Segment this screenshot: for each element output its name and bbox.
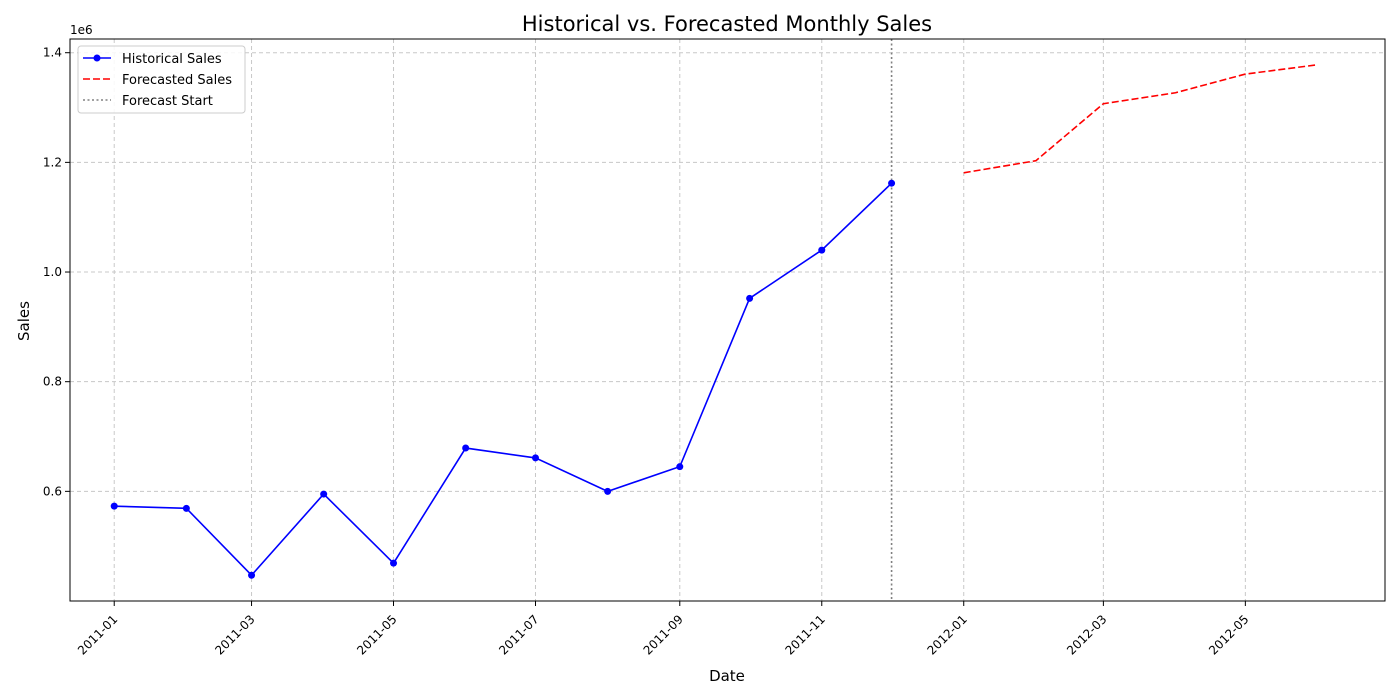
- historical-sales-point: [248, 571, 256, 579]
- x-tick-label: 2011-07: [496, 612, 541, 657]
- historical-sales-point: [390, 559, 398, 567]
- historical-sales-point: [888, 179, 896, 187]
- x-tick-label: 2011-09: [641, 612, 686, 657]
- y-offset-label: 1e6: [70, 23, 93, 37]
- x-tick-label: 2011-11: [783, 612, 828, 657]
- grid: [70, 39, 1385, 601]
- x-tick-label: 2011-01: [75, 612, 120, 657]
- x-axis-title: Date: [709, 667, 745, 685]
- chart-title: Historical vs. Forecasted Monthly Sales: [522, 12, 932, 36]
- x-tick-label: 2011-03: [212, 612, 257, 657]
- historical-sales-point: [818, 246, 826, 254]
- historical-sales-point: [746, 294, 754, 302]
- y-tick-label: 1.2: [43, 155, 62, 169]
- historical-sales-point: [604, 487, 612, 495]
- historical-sales-line: [114, 182, 893, 577]
- historical-sales-point: [320, 490, 328, 498]
- legend-label: Forecasted Sales: [122, 73, 232, 88]
- legend: Historical Sales Forecasted Sales Forecast…: [77, 45, 246, 114]
- legend-label: Forecast Start: [122, 94, 213, 109]
- x-tick-label: 2012-05: [1206, 612, 1251, 657]
- y-axis: 0.6 0.8 1.0 1.2 1.4: [43, 46, 70, 498]
- historical-sales-point: [110, 502, 118, 510]
- historical-sales-point: [462, 444, 470, 452]
- x-tick-label: 2011-05: [354, 612, 399, 657]
- legend-label: Historical Sales: [122, 52, 222, 67]
- y-tick-label: 1.0: [43, 265, 62, 279]
- y-axis-title: Sales: [15, 301, 33, 341]
- legend-box: [77, 45, 246, 114]
- x-tick-label: 2012-01: [925, 612, 970, 657]
- y-tick-label: 0.8: [43, 375, 62, 389]
- x-axis: 2011-01 2011-03 2011-05 2011-07 2011-09 2011-…: [75, 601, 1251, 658]
- series: [110, 63, 1318, 579]
- historical-sales-point: [531, 454, 539, 462]
- y-tick-label: 0.6: [43, 484, 62, 498]
- plot-frame: [69, 38, 1386, 602]
- legend-marker: [93, 54, 101, 62]
- y-tick-label: 1.4: [43, 46, 62, 60]
- historical-sales-point: [182, 504, 190, 512]
- historical-sales-point: [676, 463, 684, 471]
- forecasted-sales-line: [963, 63, 1318, 174]
- x-tick-label: 2012-03: [1064, 612, 1109, 657]
